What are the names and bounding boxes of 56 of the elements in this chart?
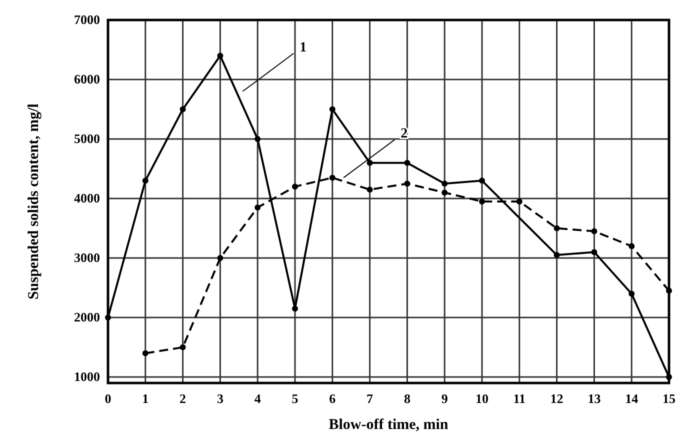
x-tick-label: 5 bbox=[292, 391, 299, 406]
point bbox=[366, 160, 373, 166]
y-tick-label: 3000 bbox=[74, 250, 100, 266]
point bbox=[329, 106, 336, 112]
point bbox=[180, 344, 186, 350]
y-tick-label: 7000 bbox=[74, 12, 100, 27]
point bbox=[254, 136, 261, 142]
point bbox=[142, 350, 148, 356]
x-tick-label: 12 bbox=[550, 391, 564, 406]
x-tick-label: 2 bbox=[180, 391, 186, 406]
annotation: 1 bbox=[300, 40, 307, 56]
x-tick-label: 4 bbox=[254, 391, 262, 406]
x-tick-label: 9 bbox=[441, 391, 448, 406]
point bbox=[628, 243, 635, 250]
y-axis-title: Suspended solids content, mg/l bbox=[26, 104, 42, 300]
x-tick-label: 14 bbox=[625, 391, 639, 406]
x-tick-label: 6 bbox=[329, 391, 336, 406]
point bbox=[217, 52, 224, 59]
point bbox=[292, 306, 298, 312]
x-tick-label: 8 bbox=[404, 391, 411, 406]
point bbox=[554, 225, 560, 232]
point bbox=[442, 190, 448, 196]
x-tick-label: 10 bbox=[476, 391, 488, 406]
point bbox=[591, 249, 598, 256]
x-tick-label: 13 bbox=[588, 391, 602, 406]
point bbox=[105, 314, 111, 321]
x-tick-label: 15 bbox=[662, 391, 676, 406]
point bbox=[366, 186, 373, 193]
x-tick-label: 0 bbox=[104, 391, 112, 406]
x-tick-label: 7 bbox=[366, 391, 374, 406]
y-tick-label: 5000 bbox=[74, 131, 100, 146]
y-tick-label: 2000 bbox=[74, 310, 100, 325]
point bbox=[180, 106, 186, 112]
point bbox=[442, 180, 448, 187]
y-tick-label: 4000 bbox=[74, 190, 100, 206]
point bbox=[404, 180, 410, 187]
point bbox=[666, 374, 672, 380]
point bbox=[404, 160, 410, 166]
point bbox=[142, 178, 148, 184]
y-tick-label: 6000 bbox=[74, 72, 100, 87]
y-tick-label: 1000 bbox=[74, 369, 100, 384]
point bbox=[254, 204, 261, 210]
point bbox=[217, 255, 224, 262]
point bbox=[479, 198, 485, 204]
x-axis-title: Blow-off time, min bbox=[328, 417, 449, 433]
point bbox=[554, 252, 560, 258]
x-tick-label: 11 bbox=[513, 391, 526, 406]
point bbox=[329, 174, 336, 181]
point bbox=[292, 184, 298, 190]
point bbox=[479, 178, 485, 184]
point bbox=[516, 198, 522, 204]
point bbox=[666, 288, 672, 294]
x-tick-label: 3 bbox=[216, 391, 224, 406]
point bbox=[591, 228, 598, 234]
point bbox=[628, 290, 635, 297]
x-tick-label: 1 bbox=[142, 391, 149, 406]
